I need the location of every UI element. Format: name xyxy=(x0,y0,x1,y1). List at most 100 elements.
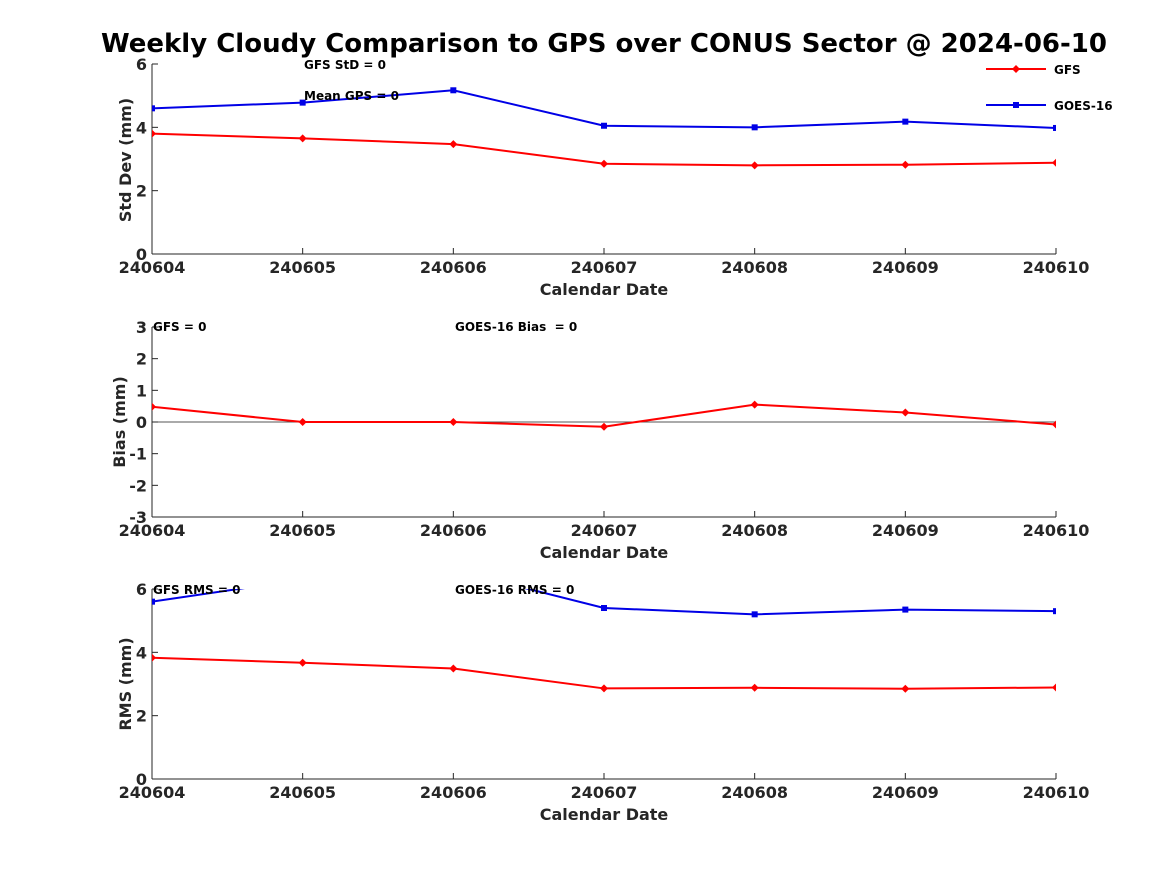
mean-gps-annotation: Mean GPS = 0 xyxy=(304,89,399,103)
std-dev-xlabel: Calendar Date xyxy=(540,280,669,299)
bias-x-tick-label: 240608 xyxy=(721,521,788,540)
rms-gfs-point xyxy=(152,653,156,662)
rms-plot-area: 240604 240605 240606 240607 240608 240609 2406… xyxy=(119,567,1090,802)
std-dev-x-tick-label: 240609 xyxy=(872,258,939,277)
bias-x-tick-label: 240605 xyxy=(269,521,336,540)
bias-gfs-point xyxy=(152,402,156,411)
bias-x-tick-label: 240610 xyxy=(1023,521,1090,540)
rms-xlabel: Calendar Date xyxy=(540,805,669,824)
rms-gfs-point xyxy=(600,684,608,693)
std-dev-gfs-point xyxy=(750,161,759,170)
std-dev-y-tick-label: 6 xyxy=(136,55,147,74)
rms-panel: 240604 240605 240606 240607 240608 240609 2406… xyxy=(116,567,1090,824)
legend-goes-marker xyxy=(1013,102,1019,108)
bias-y-tick-label: 3 xyxy=(136,318,147,337)
std-dev-y-tick-label: 4 xyxy=(136,118,147,137)
rms-gfs-point xyxy=(449,664,458,673)
std-dev-ylabel: Std Dev (mm) xyxy=(116,98,135,222)
std-dev-goes-point xyxy=(152,105,155,112)
bias-x-tick-label: 240607 xyxy=(571,521,638,540)
std-dev-goes-point xyxy=(1053,124,1056,131)
bias-x-tick-label: 240604 xyxy=(119,521,186,540)
std-dev-series-group xyxy=(152,87,1056,170)
std-dev-goes-point xyxy=(902,118,909,125)
std-dev-x-tick-label: 240607 xyxy=(571,258,638,277)
rms-gfs-line xyxy=(152,656,1056,690)
std-dev-x-tick-label: 240610 xyxy=(1023,258,1090,277)
rms-gfs-point xyxy=(1052,683,1056,692)
bias-gfs-point xyxy=(750,400,759,409)
rms-y-tick-label: 4 xyxy=(136,643,147,662)
chart-title: Weekly Cloudy Comparison to GPS over CON… xyxy=(101,29,1107,59)
rms-goes-point xyxy=(1053,608,1056,615)
std-dev-x-tick-label: 240604 xyxy=(119,258,186,277)
std-dev-x-tick-label: 240608 xyxy=(721,258,788,277)
std-dev-panel: 240604 240605 240606 240607 240608 240609 2406… xyxy=(116,55,1089,299)
bias-panel: 240604 240605 240606 240607 240608 240609 2406… xyxy=(110,318,1089,562)
std-dev-gfs-point xyxy=(600,159,608,168)
bias-y-tick-label: 1 xyxy=(136,381,147,400)
rms-goes-point xyxy=(751,611,758,618)
rms-goes-point xyxy=(902,606,909,613)
bias-gfs-point xyxy=(901,408,910,417)
rms-x-tick-label: 240610 xyxy=(1023,783,1090,802)
std-dev-goes-point xyxy=(299,99,306,106)
gfs-std-annotation: GFS StD = 0 xyxy=(304,58,386,72)
legend-gfs-marker xyxy=(1012,65,1020,73)
rms-x-tick-label: 240607 xyxy=(571,783,638,802)
std-dev-gfs-point xyxy=(901,160,910,169)
legend-goes-label: GOES-16 xyxy=(1054,99,1113,113)
rms-gfs-point xyxy=(901,684,910,693)
rms-x-tick-label: 240608 xyxy=(721,783,788,802)
rms-y-tick-label: 2 xyxy=(136,707,147,726)
gfs-bias-annotation: GFS = 0 xyxy=(153,320,206,334)
std-dev-x-tick-label: 240605 xyxy=(269,258,336,277)
std-dev-goes-point xyxy=(450,87,457,94)
std-dev-y-tick-label: 2 xyxy=(136,182,147,201)
rms-goes-point xyxy=(300,577,306,583)
gfs-rms-annotation: GFS RMS = 0 xyxy=(153,583,240,597)
rms-x-tick-label: 240609 xyxy=(872,783,939,802)
bias-x-tick-label: 240606 xyxy=(420,521,487,540)
std-dev-gfs-point xyxy=(152,129,156,138)
bias-gfs-point xyxy=(298,418,307,426)
rms-x-tick-label: 240606 xyxy=(420,783,487,802)
std-dev-gfs-point xyxy=(298,134,307,143)
bias-y-tick-label: -1 xyxy=(129,445,147,464)
std-dev-gfs-point xyxy=(449,140,458,149)
rms-goes-point xyxy=(450,567,456,573)
std-dev-goes-line xyxy=(152,89,1056,129)
bias-gfs-point xyxy=(600,422,608,431)
std-dev-y-tick-label: 0 xyxy=(136,245,147,264)
std-dev-x-tick-label: 240606 xyxy=(420,258,487,277)
bias-gfs-point xyxy=(449,418,458,426)
rms-gfs-point xyxy=(298,658,307,667)
std-dev-goes-point xyxy=(751,124,758,131)
rms-goes-point xyxy=(152,598,155,605)
bias-y-tick-label: -3 xyxy=(129,508,147,527)
bias-ylabel: Bias (mm) xyxy=(110,376,129,468)
bias-y-tick-label: 0 xyxy=(136,413,147,432)
bias-plot-area: 240604 240605 240606 240607 240608 240609 2406… xyxy=(119,318,1090,540)
bias-gfs-point xyxy=(1052,420,1056,429)
rms-series-group xyxy=(152,567,1056,693)
bias-series-group xyxy=(152,400,1056,431)
legend: GFS GOES-16 xyxy=(986,63,1113,113)
bias-xlabel: Calendar Date xyxy=(540,543,669,562)
rms-goes-point xyxy=(601,605,607,611)
bias-y-tick-label: 2 xyxy=(136,350,147,369)
goes-rms-annotation: GOES-16 RMS = 0 xyxy=(455,583,574,597)
rms-ylabel: RMS (mm) xyxy=(116,637,135,730)
std-dev-plot-area: 240604 240605 240606 240607 240608 240609 2406… xyxy=(119,55,1090,277)
rms-x-tick-label: 240604 xyxy=(119,783,186,802)
rms-x-tick-label: 240605 xyxy=(269,783,336,802)
std-dev-goes-point xyxy=(601,122,607,129)
goes-bias-annotation: GOES-16 Bias = 0 xyxy=(455,320,577,334)
std-dev-gfs-point xyxy=(1052,158,1056,167)
rms-y-tick-label: 6 xyxy=(136,580,147,599)
legend-gfs-label: GFS xyxy=(1054,63,1081,77)
rms-y-tick-label: 0 xyxy=(136,770,147,789)
bias-y-tick-label: -2 xyxy=(129,476,147,495)
